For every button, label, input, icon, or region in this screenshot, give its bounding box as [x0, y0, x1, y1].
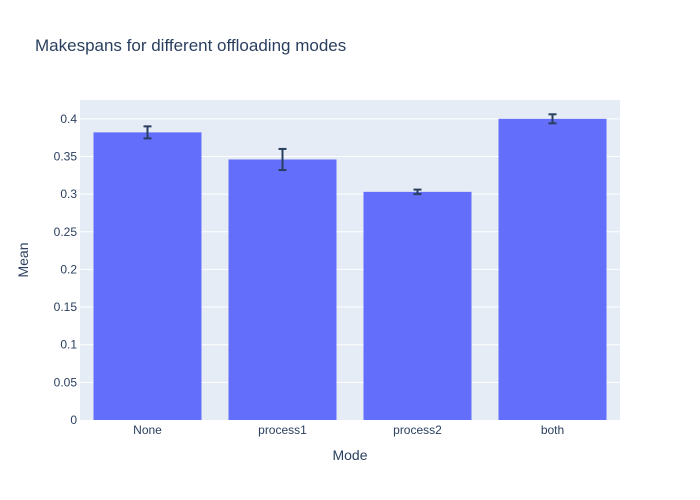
bar-both — [498, 118, 607, 420]
bar-process2 — [363, 191, 472, 420]
x-axis-title: Mode — [332, 447, 367, 463]
bar-None — [93, 132, 202, 420]
y-tick-label: 0.05 — [54, 375, 78, 389]
y-axis-ticks: 0 0.05 0.1 0.15 0.2 0.25 0.3 0.35 0.4 — [54, 112, 78, 427]
error-bar-process1 — [278, 147, 287, 172]
y-tick-label: 0.3 — [60, 187, 77, 201]
error-bar-both — [548, 113, 557, 125]
chart-title: Makespans for different offloading modes — [35, 36, 346, 55]
bar-process1 — [228, 159, 337, 420]
error-bar-None — [143, 125, 152, 140]
y-tick-label: 0.35 — [54, 149, 78, 163]
x-tick-label: both — [541, 423, 564, 437]
error-bars — [143, 113, 557, 196]
x-tick-label: None — [133, 423, 162, 437]
y-tick-label: 0.4 — [60, 112, 77, 126]
y-tick-label: 0.25 — [54, 225, 78, 239]
x-tick-label: process1 — [258, 423, 307, 437]
x-axis-ticks: None process1 process2 both — [133, 423, 564, 437]
y-tick-label: 0.15 — [54, 300, 78, 314]
y-axis-title: Mean — [15, 242, 31, 277]
error-bar-process2 — [413, 188, 422, 196]
y-tick-label: 0.1 — [60, 338, 77, 352]
y-tick-label: 0.2 — [60, 262, 77, 276]
x-tick-label: process2 — [393, 423, 442, 437]
y-tick-label: 0 — [70, 413, 77, 427]
bars — [93, 118, 607, 420]
